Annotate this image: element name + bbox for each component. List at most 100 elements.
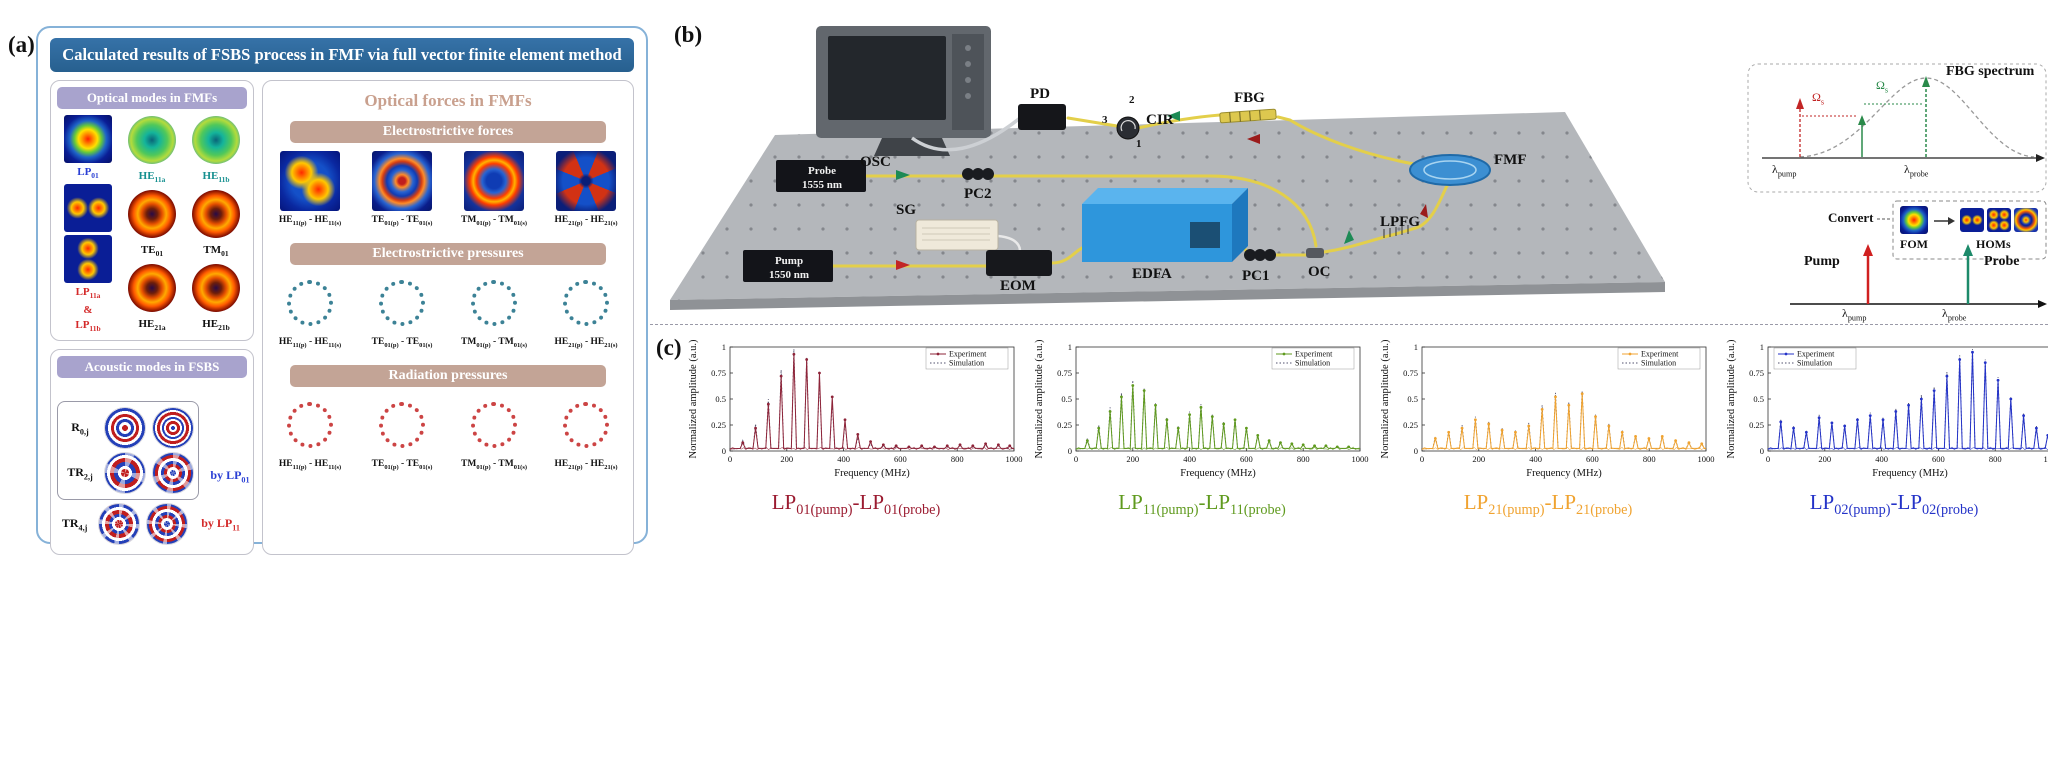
- acoustic-lp01-group: R0,j TR2,j: [57, 400, 199, 500]
- circulator-port-2: 2: [1129, 94, 1135, 106]
- polarization-controller-1: [1244, 249, 1276, 261]
- acoustic-modes-box: Acoustic modes in FSBS R0,j TR2,j: [50, 348, 254, 555]
- pressure-image-he11: [280, 272, 340, 333]
- component-label-pc2: PC2: [964, 186, 992, 202]
- radiation-label-te01: TE01(p) - TE01(s): [371, 458, 433, 471]
- component-label-osc: OSC: [860, 154, 891, 170]
- electrostrictive-forces-section: Electrostrictive forces HE11(p) - HE11(s…: [269, 121, 627, 227]
- svg-text:400: 400: [1875, 454, 1888, 464]
- svg-text:600: 600: [1240, 454, 1253, 464]
- electrostrictive-forces-header: Electrostrictive forces: [290, 121, 606, 143]
- radiation-pressures-section: Radiation pressures HE11(p) - HE11(s) TE…: [269, 364, 627, 471]
- svg-text:Simulation: Simulation: [949, 359, 984, 368]
- mode-label-he11a: HE11a: [138, 169, 166, 185]
- mode-image-he11a: [128, 116, 176, 165]
- svg-text:0: 0: [1074, 454, 1078, 464]
- svg-text:1: 1: [1068, 342, 1072, 352]
- acoustic-label-tr2j: TR2,j: [67, 464, 93, 482]
- svg-text:0.25: 0.25: [1057, 420, 1072, 430]
- electrostrictive-pressures-section: Electrostrictive pressures HE11(p) - HE1…: [269, 242, 627, 349]
- svg-text:Experiment: Experiment: [1295, 350, 1333, 359]
- svg-text:Simulation: Simulation: [1295, 359, 1330, 368]
- svg-text:Simulation: Simulation: [1797, 359, 1832, 368]
- svg-text:0: 0: [722, 446, 726, 456]
- spectrum-plot-lp11: 0 200 400 600 800 1000 0 0.25 0.5 0.75 1 Experiment…: [1034, 339, 1369, 479]
- probe-arrow-label: Probe: [1984, 254, 2020, 269]
- svg-text:Frequency (MHz): Frequency (MHz): [1872, 468, 1948, 479]
- omega-s-label-1: Ωs: [1812, 90, 1825, 107]
- lambda-pump-label-axis: λpump: [1842, 306, 1867, 323]
- svg-text:0.75: 0.75: [711, 368, 726, 378]
- mode-label-te01: TE01: [140, 243, 164, 259]
- svg-text:0: 0: [1414, 446, 1418, 456]
- radiation-image-tm01: [464, 394, 524, 455]
- svg-text:1000: 1000: [2044, 454, 2048, 464]
- mode-label-he11b: HE11b: [202, 169, 230, 185]
- svg-text:Experiment: Experiment: [1641, 350, 1679, 359]
- force-image-tm01: [464, 151, 524, 211]
- spectrum-group-lp21: 0 200 400 600 800 1000 0 0.25 0.5 0.75 1 Experiment…: [1378, 339, 1718, 519]
- hom-mode-image-lp11: [1960, 208, 1984, 232]
- mode-image-lp01: [64, 115, 112, 163]
- mode-label-lp11b: LP11b: [75, 319, 101, 334]
- svg-text:1000: 1000: [1006, 454, 1023, 464]
- component-label-lpfg: LPFG: [1380, 214, 1420, 230]
- force-image-te01: [372, 151, 432, 211]
- svg-text:Experiment: Experiment: [1797, 350, 1835, 359]
- mode-image-lp11b: [64, 234, 112, 283]
- acoustic-by-lp01-label: by LP01: [210, 467, 250, 484]
- svg-text:0.75: 0.75: [1749, 368, 1764, 378]
- optical-forces-header: Optical forces in FMFs: [364, 91, 532, 110]
- spectrum-caption-lp02: LP02(pump)-LP02(probe): [1809, 490, 1979, 519]
- svg-text:Frequency (MHz): Frequency (MHz): [1180, 468, 1256, 479]
- panel-a-label: (a): [8, 32, 35, 57]
- component-label-eom: EOM: [1000, 278, 1036, 294]
- panel-b-label: (b): [674, 22, 703, 47]
- svg-text:600: 600: [1932, 454, 1945, 464]
- fbg-component: [1219, 108, 1277, 124]
- svg-text:Normalized amplitude (a.u.): Normalized amplitude (a.u.): [688, 339, 699, 458]
- pressure-label-he11: HE11(p) - HE11(s): [278, 336, 342, 349]
- pressure-label-he21: HE21(p) - HE21(s): [554, 336, 618, 349]
- photodetector: [1018, 104, 1066, 130]
- fiber-paths: [831, 113, 1450, 268]
- svg-text:200: 200: [1472, 454, 1485, 464]
- svg-text:0.5: 0.5: [1753, 394, 1764, 404]
- svg-text:0: 0: [1766, 454, 1770, 464]
- spectrum-plot-lp21: 0 200 400 600 800 1000 0 0.25 0.5 0.75 1 Experiment…: [1380, 339, 1715, 479]
- mode-image-lp11a: [64, 183, 112, 232]
- radiation-label-tm01: TM01(p) - TM01(s): [461, 458, 527, 471]
- svg-text:600: 600: [1586, 454, 1599, 464]
- component-label-oc: OC: [1308, 264, 1331, 280]
- polarization-controller-2: [962, 168, 994, 180]
- acoustic-label-r0j: R0,j: [71, 419, 89, 437]
- svg-text:Frequency (MHz): Frequency (MHz): [834, 468, 910, 479]
- pressure-label-tm01: TM01(p) - TM01(s): [461, 336, 527, 349]
- svg-text:0.5: 0.5: [1407, 394, 1418, 404]
- svg-text:Frequency (MHz): Frequency (MHz): [1526, 468, 1602, 479]
- lpfg-grating: [1383, 225, 1409, 238]
- panel-a-title: Calculated results of FSBS process in FM…: [50, 38, 634, 72]
- acoustic-image-tr4j-1: [98, 502, 141, 545]
- optical-modes-header: Optical modes in FMFs: [57, 87, 247, 109]
- svg-text:200: 200: [1818, 454, 1831, 464]
- svg-text:800: 800: [1297, 454, 1310, 464]
- svg-text:Normalized amplitude (a.u.): Normalized amplitude (a.u.): [1726, 339, 1737, 458]
- acoustic-by-lp11-label: by LP11: [201, 515, 240, 533]
- component-label-fbg: FBG: [1234, 90, 1265, 106]
- svg-text:Normalized amplitude (a.u.): Normalized amplitude (a.u.): [1380, 339, 1391, 458]
- lambda-probe-label-fbg: λprobe: [1904, 162, 1929, 179]
- force-image-he21: [556, 151, 616, 211]
- electrostrictive-pressures-header: Electrostrictive pressures: [290, 242, 606, 265]
- svg-text:0.25: 0.25: [711, 420, 726, 430]
- mode-label-tm01: TM01: [203, 243, 229, 259]
- force-label-tm01: TM01(p) - TM01(s): [461, 215, 527, 227]
- spectrum-group-lp01: 0 200 400 600 800 1000 0 0.25 0.5 0.75 1 Experiment…: [686, 339, 1026, 519]
- mode-label-lp01: LP01: [77, 166, 99, 181]
- svg-text:0: 0: [1068, 446, 1072, 456]
- component-label-pd: PD: [1030, 86, 1050, 102]
- lambda-pump-label-fbg: λpump: [1772, 162, 1797, 179]
- component-label-sg: SG: [896, 202, 917, 218]
- pump-laser-label: Pump 1550 nm: [768, 255, 810, 282]
- spectrum-group-lp11: 0 200 400 600 800 1000 0 0.25 0.5 0.75 1 Experiment…: [1032, 339, 1372, 519]
